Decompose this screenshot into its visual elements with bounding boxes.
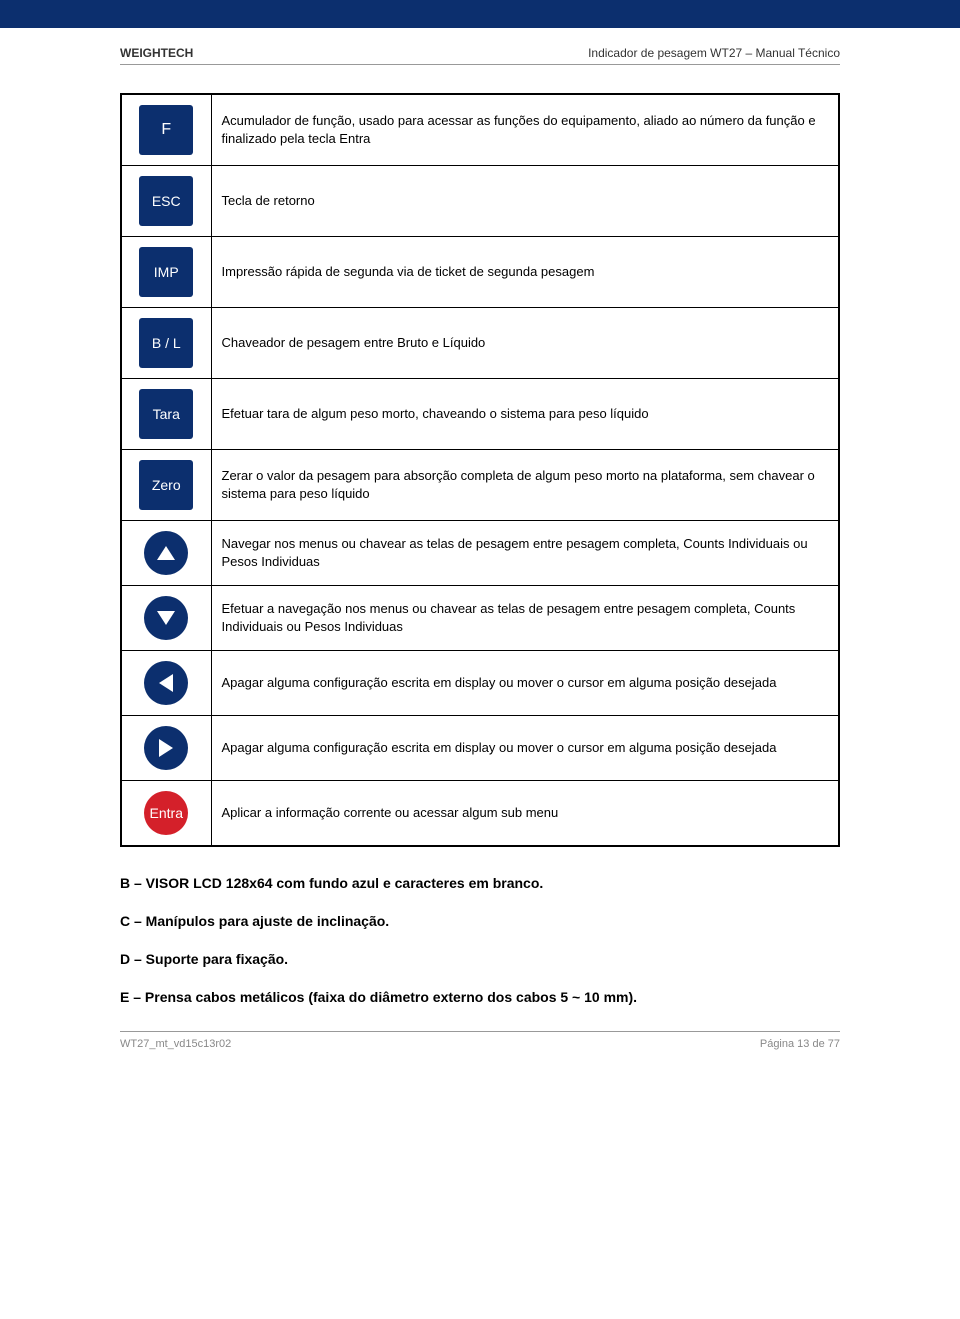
table-row: Efetuar a navegação nos menus ou chavear… <box>121 586 839 651</box>
table-row: B / L Chaveador de pesagem entre Bruto e … <box>121 308 839 379</box>
key-icon-cell: Zero <box>121 450 211 521</box>
entra-button-icon: Entra <box>144 791 188 835</box>
key-description: Efetuar a navegação nos menus ou chavear… <box>211 586 839 651</box>
key-description: Impressão rápida de segunda via de ticke… <box>211 237 839 308</box>
key-description: Zerar o valor da pesagem para absorção c… <box>211 450 839 521</box>
key-icon-cell: Tara <box>121 379 211 450</box>
section-e: E – Prensa cabos metálicos (faixa do diâ… <box>120 989 840 1005</box>
key-square-tara: Tara <box>139 389 193 439</box>
table-row: ESC Tecla de retorno <box>121 166 839 237</box>
arrow-down-icon <box>144 596 188 640</box>
top-bar <box>0 0 960 28</box>
table-row: Apagar alguma configuração escrita em di… <box>121 716 839 781</box>
key-icon-cell <box>121 586 211 651</box>
key-description: Navegar nos menus ou chavear as telas de… <box>211 521 839 586</box>
key-icon-cell: F <box>121 94 211 166</box>
key-square-imp: IMP <box>139 247 193 297</box>
key-description: Apagar alguma configuração escrita em di… <box>211 716 839 781</box>
arrow-up-icon <box>144 531 188 575</box>
footer-doc-id: WT27_mt_vd15c13r02 <box>120 1038 231 1050</box>
key-square-f: F <box>139 105 193 155</box>
page-header: WEIGHTECH Indicador de pesagem WT27 – Ma… <box>120 46 840 65</box>
key-icon-cell <box>121 521 211 586</box>
header-brand: WEIGHTECH <box>120 46 193 60</box>
arrow-left-icon <box>144 661 188 705</box>
section-d: D – Suporte para fixação. <box>120 951 840 967</box>
header-doc-title: Indicador de pesagem WT27 – Manual Técni… <box>588 46 840 60</box>
section-b: B – VISOR LCD 128x64 com fundo azul e ca… <box>120 875 840 891</box>
key-description: Tecla de retorno <box>211 166 839 237</box>
footer-page-num: Página 13 de 77 <box>760 1038 840 1050</box>
table-row: IMP Impressão rápida de segunda via de ti… <box>121 237 839 308</box>
key-icon-cell: IMP <box>121 237 211 308</box>
table-row: Navegar nos menus ou chavear as telas de… <box>121 521 839 586</box>
table-row: Entra Aplicar a informação corrente ou ac… <box>121 781 839 847</box>
triangle-icon <box>157 546 175 560</box>
key-description: Apagar alguma configuração escrita em di… <box>211 651 839 716</box>
key-description: Efetuar tara de algum peso morto, chavea… <box>211 379 839 450</box>
key-square-bl: B / L <box>139 318 193 368</box>
key-icon-cell <box>121 716 211 781</box>
key-icon-cell: B / L <box>121 308 211 379</box>
triangle-icon <box>159 739 173 757</box>
triangle-icon <box>159 674 173 692</box>
key-square-zero: Zero <box>139 460 193 510</box>
key-icon-cell: ESC <box>121 166 211 237</box>
key-description: Aplicar a informação corrente ou acessar… <box>211 781 839 847</box>
keys-table: F Acumulador de função, usado para acessa… <box>120 93 840 847</box>
key-description: Chaveador de pesagem entre Bruto e Líqui… <box>211 308 839 379</box>
page-footer: WT27_mt_vd15c13r02 Página 13 de 77 <box>120 1031 840 1050</box>
triangle-icon <box>157 611 175 625</box>
table-row: Zero Zerar o valor da pesagem para absorç… <box>121 450 839 521</box>
section-c: C – Manípulos para ajuste de inclinação. <box>120 913 840 929</box>
key-description: Acumulador de função, usado para acessar… <box>211 94 839 166</box>
key-icon-cell <box>121 651 211 716</box>
arrow-right-icon <box>144 726 188 770</box>
key-icon-cell: Entra <box>121 781 211 847</box>
table-row: F Acumulador de função, usado para acessa… <box>121 94 839 166</box>
table-row: Tara Efetuar tara de algum peso morto, ch… <box>121 379 839 450</box>
key-square-esc: ESC <box>139 176 193 226</box>
page-body: WEIGHTECH Indicador de pesagem WT27 – Ma… <box>0 28 960 1080</box>
table-row: Apagar alguma configuração escrita em di… <box>121 651 839 716</box>
